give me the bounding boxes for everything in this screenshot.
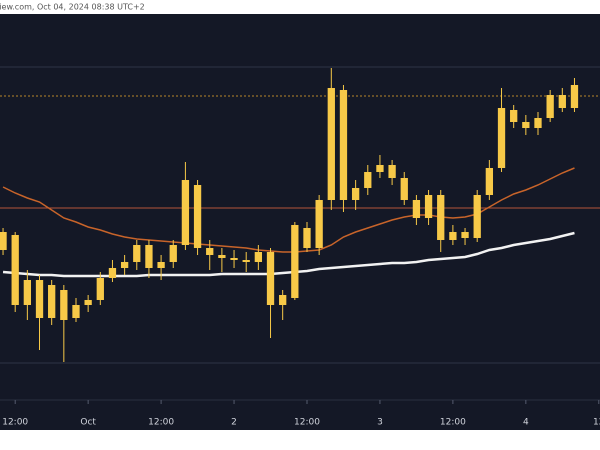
candle-body (534, 118, 542, 128)
candle-body (522, 122, 530, 128)
moving-average-line (2, 231, 575, 278)
candle-body (108, 268, 117, 278)
candle-body (558, 95, 566, 108)
chart-title: View.com, Oct 04, 2024 08:38 UTC+2 (0, 3, 145, 12)
candle-body (230, 258, 238, 260)
x-tick-label: 3 (377, 418, 383, 428)
candle-body (0, 232, 7, 250)
candle-body (133, 245, 141, 262)
candle-body (23, 280, 32, 305)
candle-body (388, 165, 396, 178)
candle-body (48, 285, 56, 318)
candle-body (169, 245, 177, 262)
x-tick-label: 4 (523, 418, 529, 428)
candle-body (497, 108, 506, 168)
candle-body (120, 262, 129, 268)
candle-body (303, 228, 311, 248)
candle-body (315, 200, 323, 248)
candle-body (60, 290, 68, 320)
candle-body (193, 185, 202, 248)
candle-body (461, 232, 469, 238)
candle-body (96, 278, 104, 300)
candle-body (570, 85, 579, 108)
x-tick-label: Oct (80, 418, 96, 428)
x-tick-label: 12:00 (148, 418, 174, 428)
candle-body (510, 110, 518, 122)
candle-body (339, 90, 348, 200)
candle-body (473, 195, 481, 238)
candle-body (145, 245, 153, 268)
x-tick-label: 2 (231, 418, 237, 428)
x-tick-label: 12:00 (440, 418, 466, 428)
candle-body (400, 178, 408, 200)
candle-body (157, 262, 165, 268)
candle-body (376, 165, 384, 172)
candle-body (437, 195, 445, 240)
candle-body (351, 188, 360, 200)
candle-body (181, 180, 190, 245)
candle-body (84, 300, 92, 305)
candle-body (449, 232, 457, 240)
x-tick-label: 12:00 (2, 418, 28, 428)
candle-body (218, 255, 226, 258)
candle-body (242, 260, 250, 262)
candle-body (266, 252, 275, 305)
candle-body (327, 88, 335, 200)
candle-body (485, 168, 494, 195)
candle-body (254, 252, 263, 262)
candle-body (72, 305, 80, 318)
x-tick-label: 12:00 (294, 418, 320, 428)
candle-body (206, 248, 214, 255)
candle-body (364, 172, 372, 188)
candle-body (424, 195, 433, 218)
chart-background (0, 14, 600, 430)
candle-body (546, 95, 554, 118)
candle-body (291, 225, 299, 298)
candle-body (35, 280, 44, 318)
candle-body (279, 295, 287, 305)
candle-body (412, 200, 421, 218)
candle-body (11, 235, 19, 305)
x-tick-label: 12 (593, 418, 600, 428)
